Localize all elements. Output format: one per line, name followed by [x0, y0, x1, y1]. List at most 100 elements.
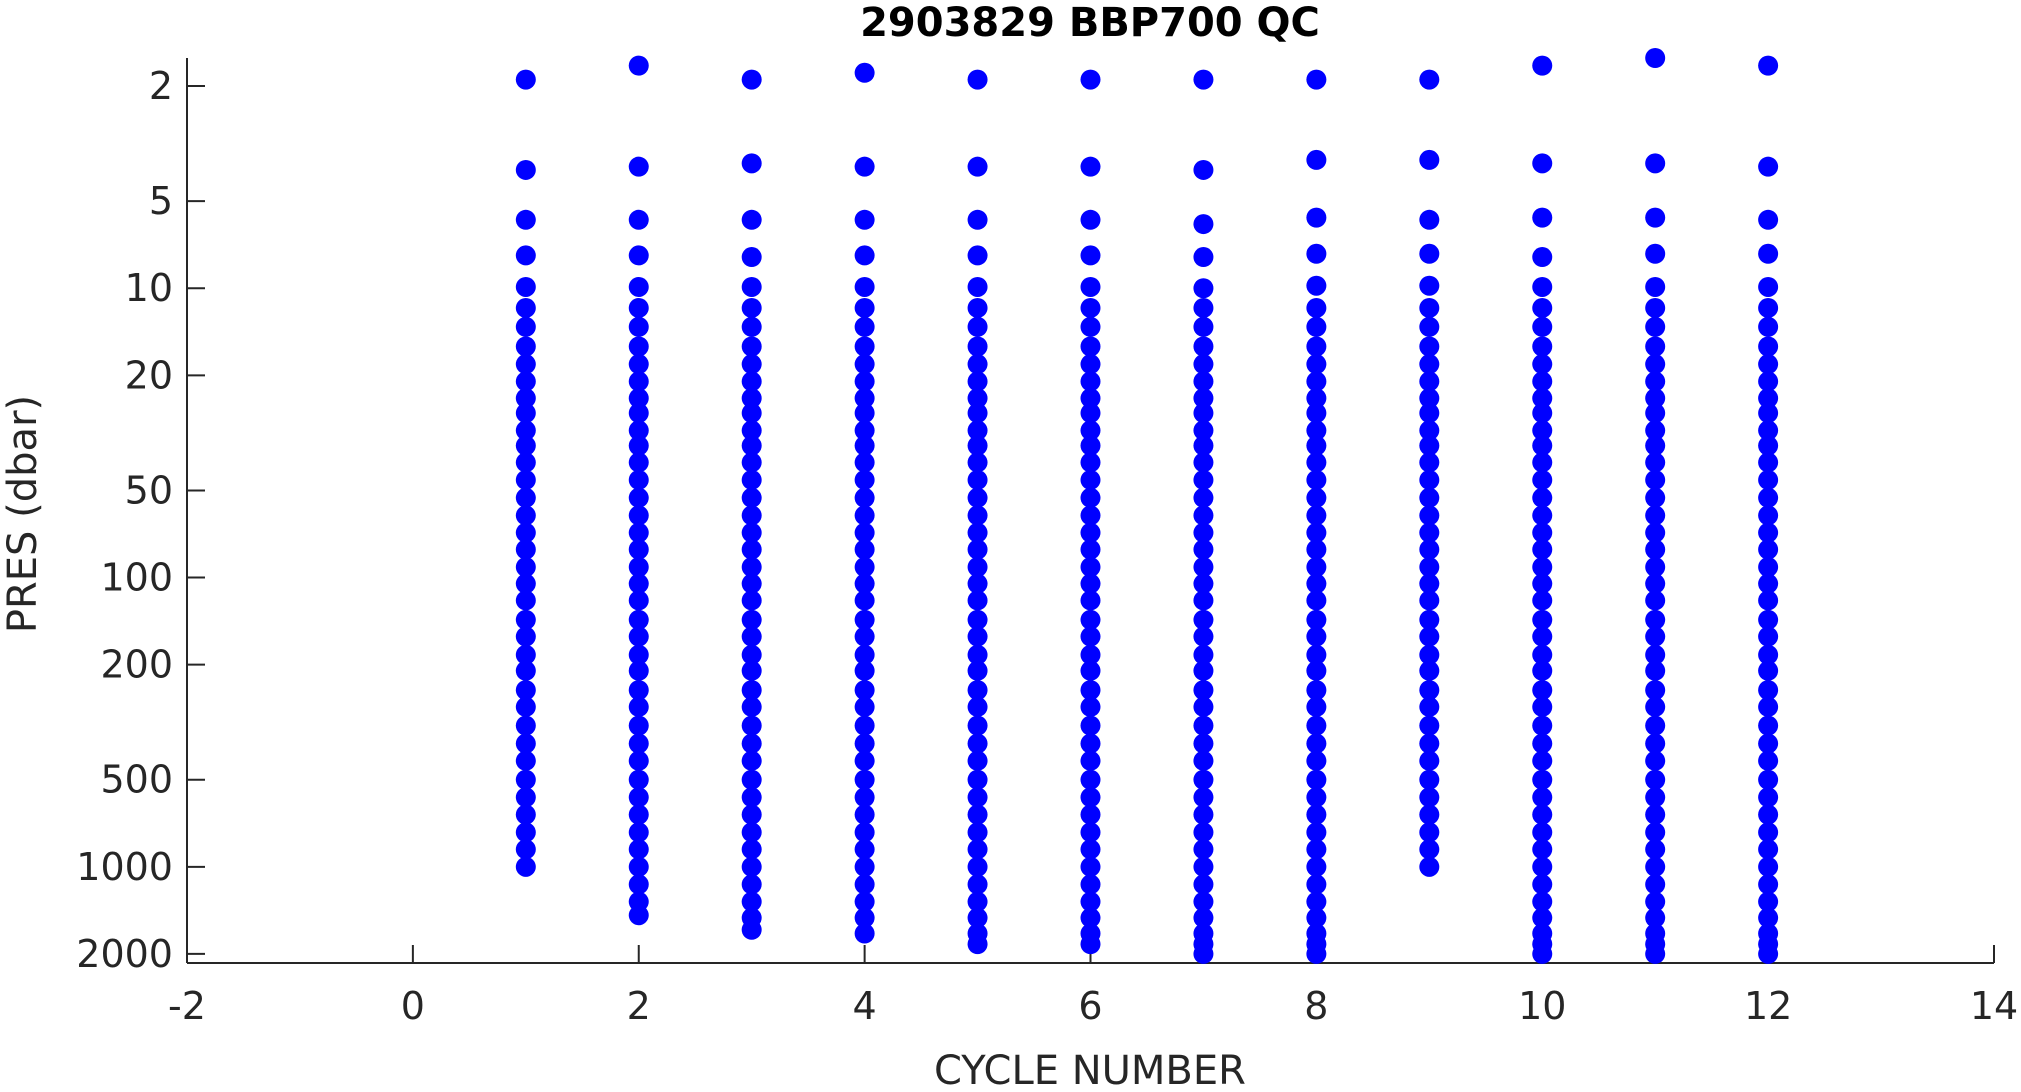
point	[1758, 539, 1779, 560]
point	[1532, 153, 1553, 174]
point	[1758, 403, 1779, 424]
point	[1532, 573, 1553, 594]
point	[1532, 469, 1553, 490]
point	[967, 487, 988, 508]
point	[1306, 371, 1327, 392]
point	[628, 156, 649, 177]
point	[515, 856, 536, 877]
point	[1532, 297, 1553, 318]
point	[1645, 750, 1666, 771]
point	[967, 316, 988, 337]
point	[1532, 371, 1553, 392]
point	[741, 839, 762, 860]
point	[1532, 680, 1553, 701]
point	[1532, 907, 1553, 928]
point	[1758, 156, 1779, 177]
point	[1419, 243, 1440, 264]
point	[1532, 435, 1553, 456]
point	[1532, 354, 1553, 375]
point	[1758, 715, 1779, 736]
point	[1645, 539, 1666, 560]
point	[967, 696, 988, 717]
y-tick-label: 50	[125, 468, 173, 512]
point	[1419, 573, 1440, 594]
point	[1193, 403, 1214, 424]
point	[1306, 336, 1327, 357]
point	[1645, 590, 1666, 611]
point	[854, 336, 875, 357]
point	[854, 804, 875, 825]
point	[1758, 750, 1779, 771]
point	[1193, 420, 1214, 441]
point	[967, 609, 988, 630]
point	[1306, 943, 1327, 964]
point	[741, 316, 762, 337]
point	[854, 590, 875, 611]
x-axis-label: CYCLE NUMBER	[934, 1048, 1246, 1088]
point	[741, 644, 762, 665]
point	[1306, 769, 1327, 790]
point	[1193, 247, 1214, 268]
point	[515, 469, 536, 490]
point	[854, 469, 875, 490]
point	[1419, 487, 1440, 508]
x-tick-label: 12	[1744, 984, 1792, 1028]
point	[854, 371, 875, 392]
point	[1193, 590, 1214, 611]
point	[1532, 55, 1553, 76]
point	[967, 644, 988, 665]
point	[741, 680, 762, 701]
point	[1306, 874, 1327, 895]
point	[628, 590, 649, 611]
point	[628, 336, 649, 357]
point	[628, 316, 649, 337]
point	[1645, 696, 1666, 717]
point	[515, 435, 536, 456]
point	[1193, 839, 1214, 860]
point	[1532, 660, 1553, 681]
y-tick-label: 5	[149, 179, 173, 223]
point	[1193, 856, 1214, 877]
point	[1532, 822, 1553, 843]
point	[854, 354, 875, 375]
point	[515, 354, 536, 375]
y-tick-label: 200	[100, 643, 173, 687]
point	[628, 660, 649, 681]
point	[1758, 696, 1779, 717]
point	[1080, 750, 1101, 771]
point	[1645, 769, 1666, 790]
point	[854, 750, 875, 771]
point	[1306, 787, 1327, 808]
point	[1080, 609, 1101, 630]
point	[967, 69, 988, 90]
point	[1758, 660, 1779, 681]
point	[1532, 557, 1553, 578]
point	[1193, 609, 1214, 630]
point	[628, 469, 649, 490]
point	[1419, 822, 1440, 843]
point	[1532, 696, 1553, 717]
point	[515, 750, 536, 771]
point	[854, 487, 875, 508]
point	[1419, 644, 1440, 665]
point	[741, 247, 762, 268]
point	[1306, 609, 1327, 630]
point	[1758, 209, 1779, 230]
point	[1758, 243, 1779, 264]
point	[1532, 487, 1553, 508]
point	[1080, 539, 1101, 560]
y-axis-label: PRES (dbar)	[0, 395, 46, 633]
point	[1532, 943, 1553, 964]
point	[1306, 733, 1327, 754]
point	[1532, 505, 1553, 526]
point	[741, 487, 762, 508]
point	[628, 787, 649, 808]
point	[1193, 371, 1214, 392]
point	[515, 522, 536, 543]
point	[1645, 856, 1666, 877]
point	[1306, 590, 1327, 611]
point	[967, 590, 988, 611]
point	[1306, 149, 1327, 170]
point	[1758, 487, 1779, 508]
point	[1306, 907, 1327, 928]
